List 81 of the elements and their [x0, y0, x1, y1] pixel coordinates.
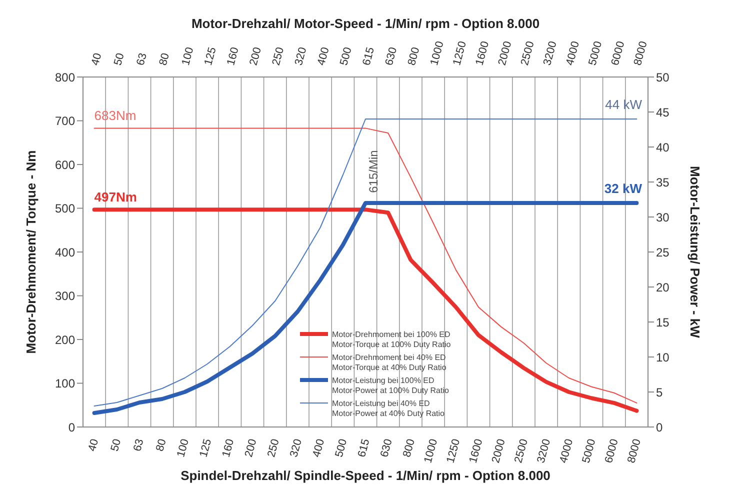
y2-tick-label: 15 [656, 315, 670, 330]
category-label: 40 [86, 438, 102, 453]
y-tick-label: 0 [68, 420, 76, 434]
y-tick-label: 500 [54, 202, 76, 216]
category-label: 125 [198, 438, 214, 459]
x-tick-label: 800 [406, 46, 422, 67]
y2-tick-label: 50 [656, 70, 670, 84]
x-tick-label: 6000 [609, 40, 628, 67]
category-label: 500 [333, 438, 350, 459]
category-label: 320 [288, 438, 304, 459]
category-label: 1250 [444, 438, 463, 464]
y2-tick-label: 5 [656, 385, 663, 400]
category-label: 2000 [490, 438, 508, 464]
annotation: 32 kW [604, 181, 643, 196]
category-label: 3200 [535, 438, 554, 464]
y-axis-title: Motor-Drehmoment/ Torque - Nm [24, 150, 39, 354]
x-tick-label: 40 [89, 52, 104, 67]
x-tick-label: 2000 [496, 40, 514, 67]
x-axis-title: Spindel-Drehzahl/ Spindle-Speed - 1/Min/ rpm - Option 8.000 [180, 468, 550, 484]
category-label: 160 [220, 438, 237, 459]
y2-axis-title: Motor-Leistung/ Power - kW [687, 166, 702, 339]
y2-tick-label: 35 [656, 175, 670, 190]
x-tick-label: 80 [157, 52, 172, 67]
annotation: 615/Min [366, 150, 380, 193]
x-tick-label: 125 [202, 46, 219, 67]
x-tick-label: 5000 [586, 40, 605, 67]
category-label: 630 [378, 438, 395, 459]
x-tick-label: 250 [270, 46, 287, 67]
x-tick-label: 160 [225, 46, 242, 67]
x-tick-label: 1000 [428, 40, 446, 67]
legend-label: Motor-Leistung bei 40% ED Motor-Power at 40% Duty Ratio [332, 399, 444, 419]
y2-tick-label: 0 [656, 420, 663, 434]
y2-tick-label: 20 [656, 280, 670, 294]
category-label: 80 [154, 438, 169, 453]
y2-tick-label: 40 [656, 140, 670, 154]
legend-label: Motor-Drehmoment bei 100% ED Motor-Torque at 100% Duty Ratio [332, 330, 451, 350]
x-tick-label: 630 [383, 46, 400, 67]
y-tick-label: 200 [54, 332, 76, 347]
y2-tick-label: 30 [656, 210, 670, 224]
x-tick-label: 1600 [474, 40, 492, 67]
x-tick-label: 100 [180, 46, 196, 67]
category-label: 50 [108, 438, 124, 453]
category-label: 1600 [467, 438, 486, 464]
x-tick-label: 500 [338, 46, 354, 67]
category-label: 6000 [602, 438, 621, 464]
category-label: 63 [132, 438, 146, 453]
annotation: 497Nm [94, 190, 137, 205]
x-tick-label: 2500 [518, 40, 537, 67]
category-label: 8000 [626, 438, 644, 464]
category-label: 4000 [558, 438, 576, 464]
x-tick-label: 50 [112, 52, 127, 67]
x-tick-label: 63 [134, 52, 150, 67]
category-label: 400 [310, 438, 328, 459]
category-label: 5000 [580, 438, 598, 464]
x-tick-label: 200 [248, 46, 264, 67]
category-label: 250 [266, 438, 282, 459]
x2-axis-title: Motor-Drehzahl/ Motor-Speed - 1/Min/ rpm - Option 8.000 [191, 16, 540, 31]
x-tick-label: 1250 [451, 40, 469, 67]
y-tick-label: 700 [54, 114, 76, 128]
category-label: 1000 [422, 438, 440, 464]
y2-tick-label: 45 [656, 105, 670, 120]
category-label: 2500 [512, 438, 530, 464]
x-tick-label: 615 [360, 46, 378, 67]
category-label: 100 [175, 438, 192, 459]
y-tick-label: 300 [54, 289, 76, 304]
category-label: 615 [356, 438, 372, 459]
y-tick-label: 100 [54, 376, 76, 391]
y-tick-label: 800 [54, 70, 76, 84]
category-label: 800 [401, 438, 418, 459]
y-tick-label: 600 [54, 158, 76, 172]
x-tick-label: 8000 [632, 40, 650, 67]
legend-label: Motor-Drehmoment bei 40% ED Motor-Torque at 40% Duty Ratio [332, 353, 446, 373]
y2-tick-label: 10 [656, 350, 670, 364]
category-label: 200 [242, 438, 260, 459]
x-tick-label: 320 [292, 46, 310, 67]
legend-label: Motor-Leistung bei 100% ED Motor-Power at 100% Duty Ratio [332, 376, 449, 396]
y2-tick-label: 25 [656, 245, 670, 260]
x-tick-label: 400 [315, 46, 332, 67]
x-tick-label: 4000 [564, 40, 582, 67]
x-tick-label: 3200 [541, 40, 560, 67]
y-tick-label: 400 [54, 245, 76, 260]
